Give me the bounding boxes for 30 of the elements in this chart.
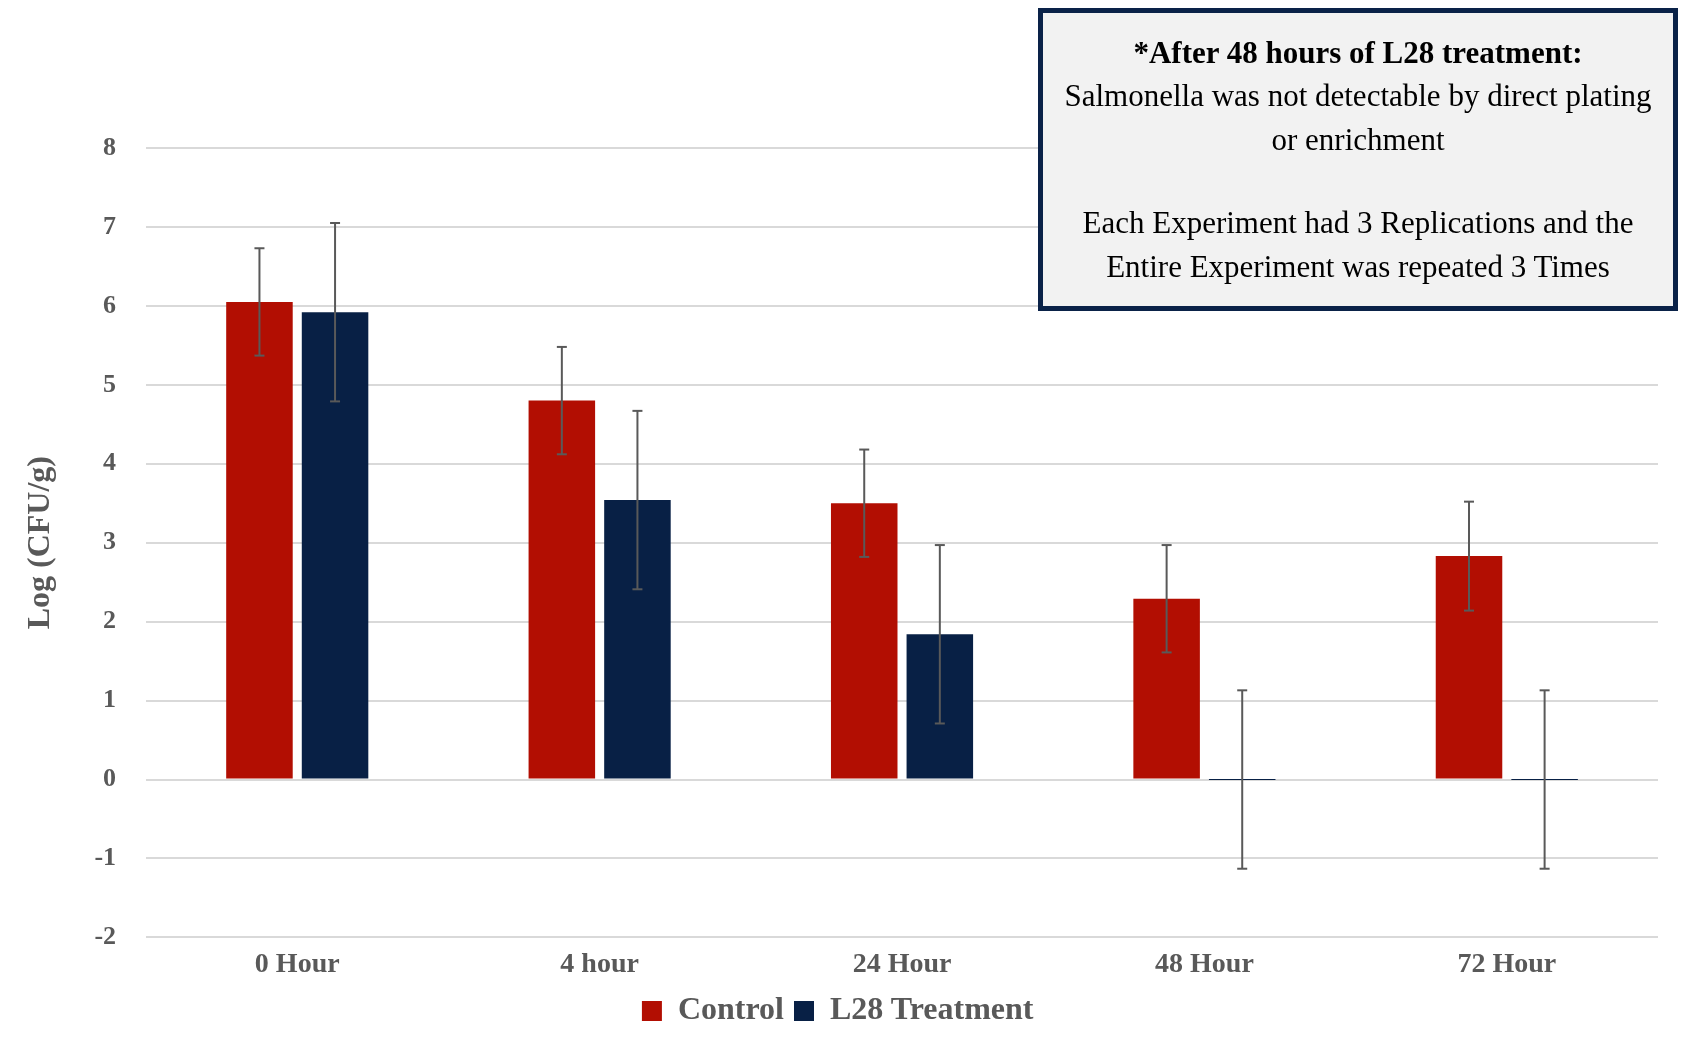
y-tick-label: 2	[103, 605, 117, 635]
y-tick-label: 4	[103, 447, 117, 477]
bar	[1133, 598, 1200, 779]
text: *After 48 hours of L28 treatment:	[1132, 34, 1584, 72]
y-tick-label: -2	[94, 921, 117, 951]
bar	[301, 312, 369, 779]
bar	[528, 400, 596, 779]
x-tick-label: 0 Hour	[254, 947, 340, 979]
y-tick-label: 3	[103, 526, 117, 556]
x-tick-label: 48 Hour	[1155, 947, 1254, 979]
bar	[906, 634, 974, 779]
y-axis-title: Log (CFU/g)	[20, 456, 57, 630]
x-tick-label: 72 Hour	[1457, 947, 1557, 979]
y-tick-label: 6	[103, 289, 117, 319]
y-tick-label: 1	[103, 684, 117, 714]
annotation: Each Experiment had 3 Replications and the Entire Experiment was repeated 3 Times	[1081, 204, 1635, 286]
legend-label: L28 Treatment	[829, 990, 1034, 1027]
x-tick-label: 24 Hour	[852, 947, 952, 979]
bar	[226, 301, 293, 779]
x-tick-label: 4 hour	[560, 947, 639, 979]
y-tick-label: 8	[103, 131, 117, 161]
y-tick-label: -1	[94, 842, 117, 872]
annotation: Salmonella was not detectable by direct plating or enrichment	[1063, 77, 1653, 159]
y-tick-label: 0	[103, 763, 117, 793]
bar	[830, 503, 898, 779]
y-tick-label: 7	[103, 210, 117, 240]
legend-label: Control	[677, 990, 785, 1027]
y-tick-label: 5	[103, 368, 117, 398]
bar	[604, 500, 671, 779]
bar	[1435, 556, 1503, 779]
